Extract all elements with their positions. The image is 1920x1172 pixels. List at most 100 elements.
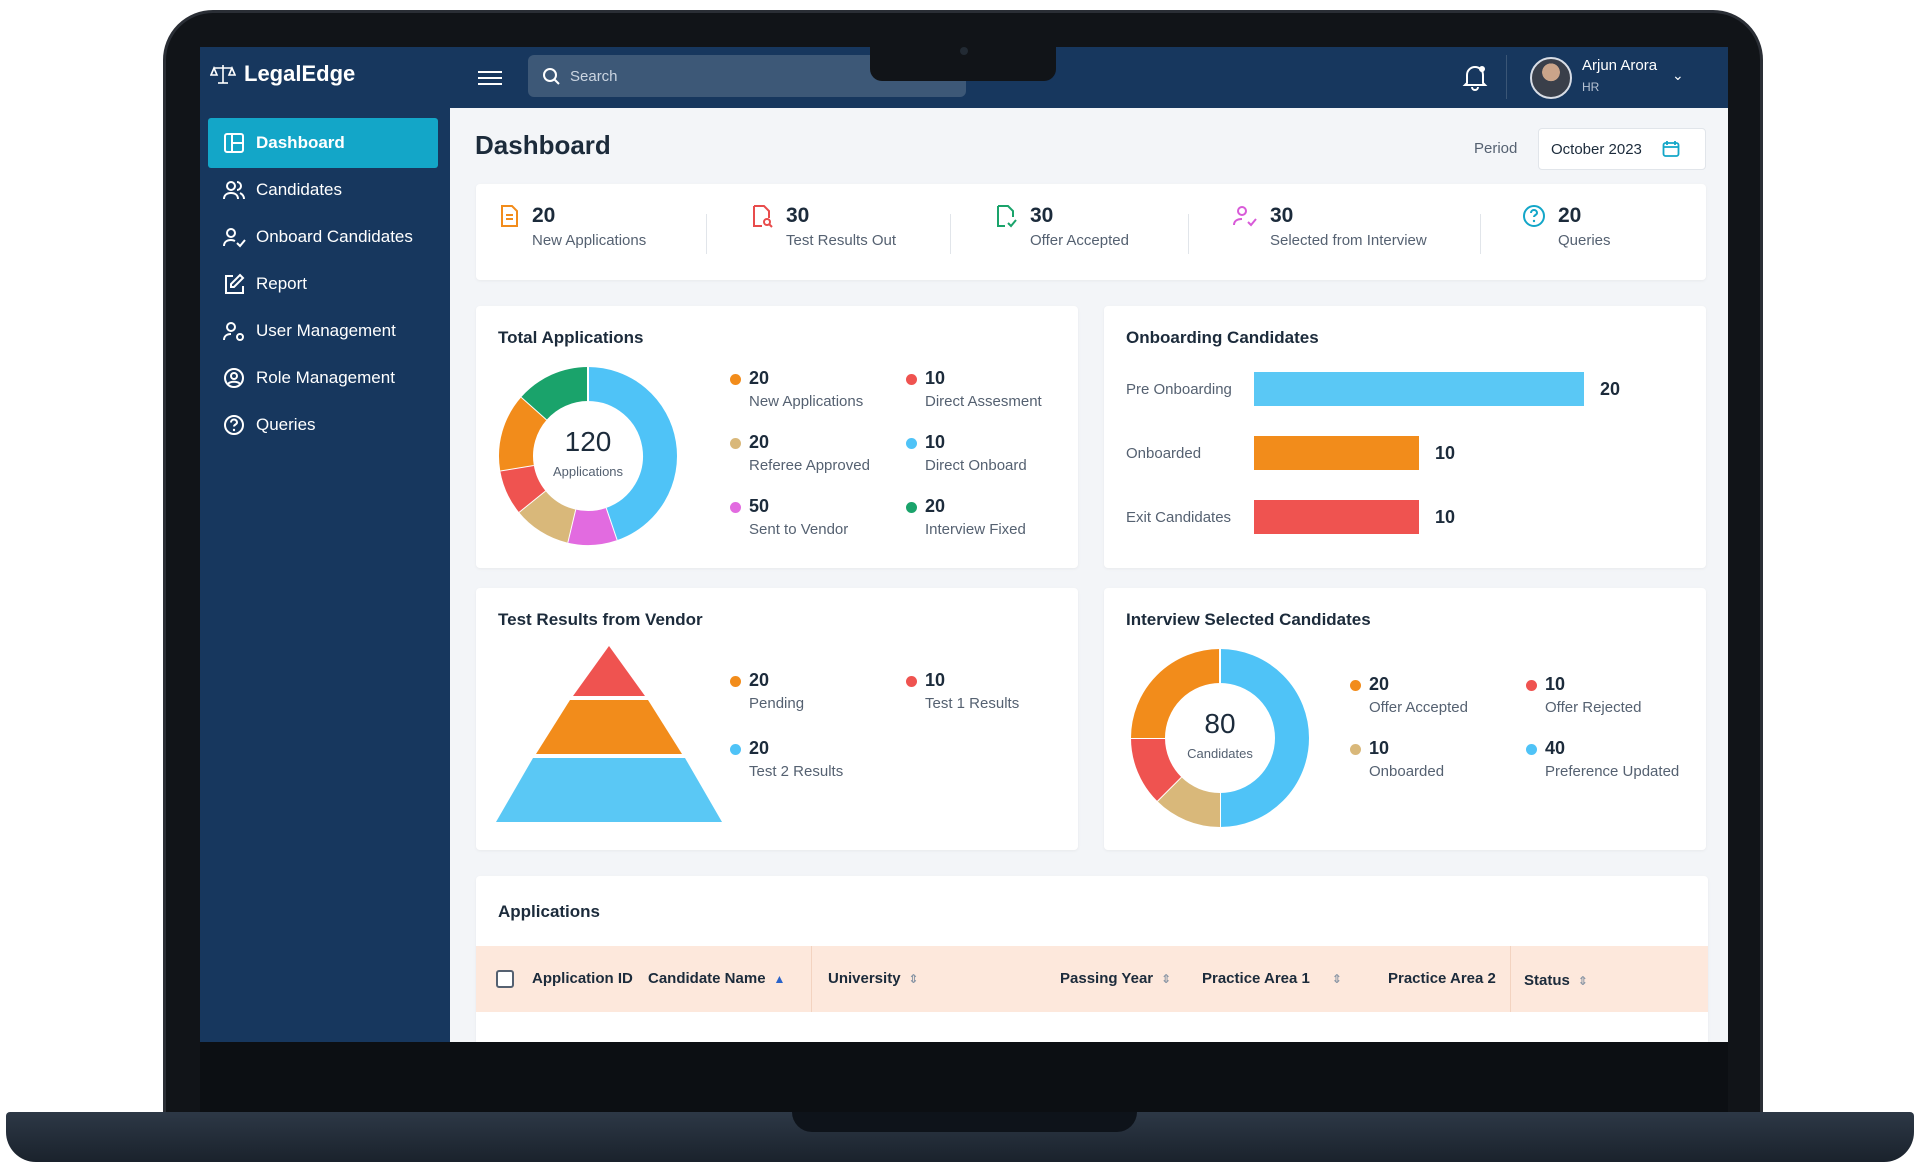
segment-onboarded[interactable] bbox=[1157, 776, 1221, 827]
segment-offer-accepted[interactable] bbox=[1131, 649, 1221, 739]
stat-offer-accepted[interactable]: 30 Offer Accepted bbox=[994, 204, 1129, 249]
segment-interview-fixed[interactable] bbox=[521, 367, 589, 420]
pyramid-test1-results[interactable] bbox=[573, 646, 645, 696]
laptop-hinge bbox=[792, 1112, 1137, 1132]
donut-center-value: 80 bbox=[1204, 708, 1236, 739]
legend-item: 10 Direct Assesment bbox=[906, 368, 1042, 410]
segment-direct-assesment[interactable] bbox=[500, 464, 546, 512]
interview-donut-chart bbox=[1131, 649, 1309, 827]
segment-offer-rejected[interactable] bbox=[1131, 737, 1182, 801]
column-status[interactable]: Status ⇕ bbox=[1524, 972, 1588, 989]
legend-dot bbox=[1350, 680, 1361, 691]
legend-dot bbox=[1350, 744, 1361, 755]
pyramid-test2-results[interactable] bbox=[496, 758, 722, 822]
bar-pre-onboarding[interactable] bbox=[1254, 372, 1584, 406]
sort-icon[interactable]: ⇕ bbox=[1331, 971, 1342, 986]
stat-divider bbox=[950, 214, 951, 254]
users-icon bbox=[223, 181, 245, 200]
legend-item: 20 Test 2 Results bbox=[730, 738, 843, 780]
test-results-card: Test Results from Vendor 20 Pending 10 Tes… bbox=[476, 588, 1078, 850]
column-university[interactable]: University ⇕ bbox=[828, 970, 919, 987]
column-passing-year[interactable]: Passing Year ⇕ bbox=[1060, 970, 1171, 987]
layout-icon bbox=[224, 133, 244, 153]
sort-icon[interactable]: ▲ bbox=[773, 971, 786, 986]
stat-label: Selected from Interview bbox=[1270, 232, 1427, 249]
legend-value: 20 bbox=[1369, 674, 1390, 694]
segment-preference-updated[interactable] bbox=[1219, 649, 1309, 827]
column-label: Practice Area 2 bbox=[1388, 970, 1496, 987]
period-picker[interactable]: October 2023 bbox=[1538, 128, 1706, 170]
legend-label: Sent to Vendor bbox=[749, 521, 849, 538]
bell-icon[interactable] bbox=[1462, 63, 1488, 91]
legend-item: 10 Onboarded bbox=[1350, 738, 1444, 780]
donut-center-label: Candidates bbox=[1187, 746, 1253, 761]
legend-value: 20 bbox=[925, 496, 946, 516]
legend-label: New Applications bbox=[749, 393, 864, 410]
stat-divider bbox=[1480, 214, 1481, 254]
stat-selected-from-interview[interactable]: 30 Selected from Interview bbox=[1232, 204, 1427, 249]
help-circle-icon bbox=[224, 415, 244, 435]
sidebar-item-dashboard[interactable]: Dashboard bbox=[208, 118, 438, 168]
main-content: Dashboard Period October 2023 20 New Appl… bbox=[450, 108, 1728, 1042]
legend-item: 50 Sent to Vendor bbox=[730, 496, 848, 538]
bar-onboarded[interactable] bbox=[1254, 436, 1419, 470]
card-title: Applications bbox=[498, 902, 601, 921]
column-application-id[interactable]: Application ID bbox=[532, 970, 633, 987]
column-practice-area-2[interactable]: Practice Area 2 bbox=[1388, 970, 1496, 987]
column-divider bbox=[1510, 946, 1511, 1012]
legend-label: Pending bbox=[749, 695, 805, 712]
edit-icon bbox=[225, 273, 245, 294]
avatar[interactable] bbox=[1530, 57, 1572, 99]
chevron-down-icon[interactable]: ⌄ bbox=[1672, 67, 1684, 83]
legend-dot bbox=[730, 502, 741, 513]
legend-dot bbox=[730, 744, 741, 755]
scales-icon bbox=[210, 65, 236, 84]
legend-item: 10 Test 1 Results bbox=[906, 670, 1019, 712]
document-check-icon bbox=[997, 205, 1017, 228]
document-icon bbox=[501, 205, 518, 227]
select-all-checkbox[interactable] bbox=[496, 970, 514, 988]
search-icon bbox=[543, 68, 560, 85]
sidebar: Dashboard Candidates Onboard Candidates … bbox=[200, 108, 450, 1042]
segment-direct-onboard[interactable] bbox=[587, 367, 677, 541]
stat-new-applications[interactable]: 20 New Applications bbox=[498, 204, 646, 249]
stat-test-results-out[interactable]: 30 Test Results Out bbox=[750, 204, 896, 249]
user-circle-icon bbox=[224, 368, 244, 388]
legend-value: 20 bbox=[749, 670, 770, 690]
legend-dot bbox=[730, 676, 741, 687]
sidebar-item-onboard-candidates[interactable]: Onboard Candidates bbox=[208, 212, 438, 262]
user-check-icon bbox=[223, 228, 246, 248]
legend-label: Test 1 Results bbox=[925, 695, 1020, 712]
sidebar-item-queries[interactable]: Queries bbox=[208, 400, 438, 450]
menu-icon[interactable] bbox=[478, 67, 502, 87]
legend-dot bbox=[906, 374, 917, 385]
sidebar-item-label: Onboard Candidates bbox=[256, 227, 413, 246]
legend-value: 10 bbox=[1545, 674, 1566, 694]
column-label: Passing Year bbox=[1060, 970, 1154, 987]
sidebar-item-user-management[interactable]: User Management bbox=[208, 306, 438, 356]
sidebar-item-candidates[interactable]: Candidates bbox=[208, 165, 438, 215]
pyramid-pending[interactable] bbox=[536, 700, 682, 754]
segment-new-applications[interactable] bbox=[499, 396, 548, 471]
calendar-icon bbox=[1662, 141, 1680, 157]
legend-dot bbox=[730, 438, 741, 449]
segment-sent-to-vendor[interactable] bbox=[567, 507, 617, 545]
total-applications-card: Total Applications 120 Applications 20 Ne… bbox=[476, 306, 1078, 568]
app-logo[interactable]: LegalEdge bbox=[210, 61, 355, 87]
column-candidate-name[interactable]: Candidate Name ▲ bbox=[648, 970, 785, 987]
sidebar-item-report[interactable]: Report bbox=[208, 259, 438, 309]
legend-dot bbox=[730, 374, 741, 385]
segment-referee-approved[interactable] bbox=[518, 490, 576, 543]
legend-dot bbox=[1526, 680, 1537, 691]
column-practice-area-1[interactable]: Practice Area 1 ⇕ bbox=[1202, 970, 1342, 987]
bar-exit-candidates[interactable] bbox=[1254, 500, 1419, 534]
sidebar-item-role-management[interactable]: Role Management bbox=[208, 353, 438, 403]
sort-icon[interactable]: ⇕ bbox=[1161, 971, 1172, 986]
legend-item: 40 Preference Updated bbox=[1526, 738, 1679, 780]
stat-label: New Applications bbox=[532, 232, 647, 249]
sort-icon[interactable]: ⇕ bbox=[908, 971, 919, 986]
user-name[interactable]: Arjun Arora bbox=[1582, 57, 1658, 74]
stat-label: Test Results Out bbox=[786, 232, 897, 249]
sort-icon[interactable]: ⇕ bbox=[1577, 973, 1588, 988]
stat-queries[interactable]: 20 Queries bbox=[1522, 204, 1611, 249]
